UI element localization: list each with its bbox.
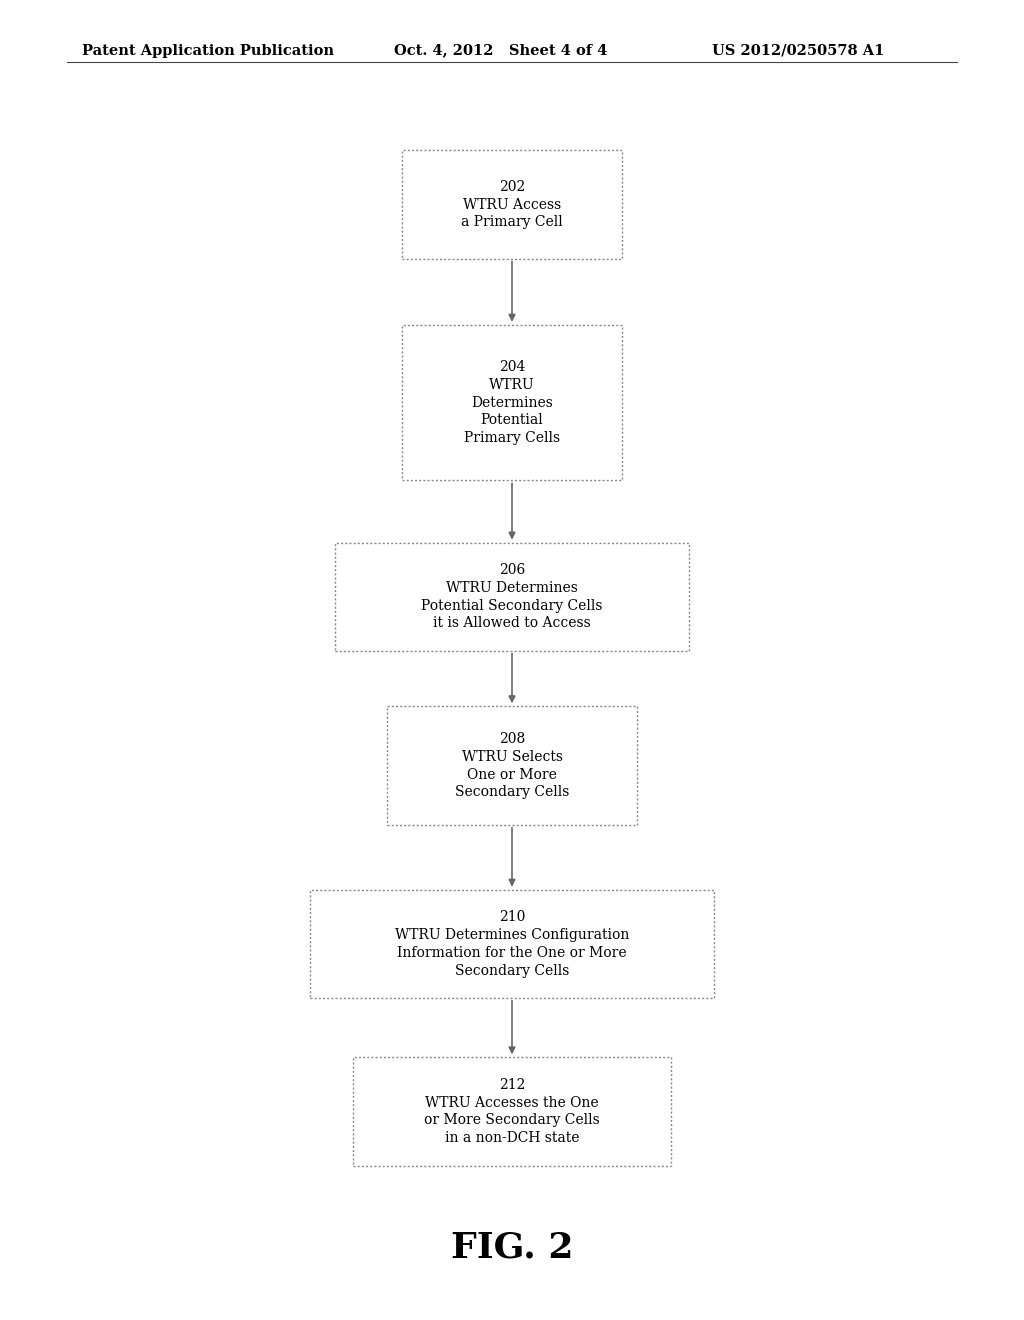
Text: 210
WTRU Determines Configuration
Information for the One or More
Secondary Cell: 210 WTRU Determines Configuration Inform… xyxy=(395,909,629,978)
Text: Oct. 4, 2012   Sheet 4 of 4: Oct. 4, 2012 Sheet 4 of 4 xyxy=(394,44,607,58)
Text: US 2012/0250578 A1: US 2012/0250578 A1 xyxy=(712,44,884,58)
Text: 208
WTRU Selects
One or More
Secondary Cells: 208 WTRU Selects One or More Secondary C… xyxy=(455,731,569,800)
Bar xyxy=(401,325,623,480)
Bar xyxy=(336,543,688,651)
Text: FIG. 2: FIG. 2 xyxy=(451,1230,573,1265)
Text: 202
WTRU Access
a Primary Cell: 202 WTRU Access a Primary Cell xyxy=(461,180,563,230)
Bar xyxy=(309,890,715,998)
Bar xyxy=(387,706,637,825)
Text: 212
WTRU Accesses the One
or More Secondary Cells
in a non-DCH state: 212 WTRU Accesses the One or More Second… xyxy=(424,1077,600,1146)
Text: 204
WTRU
Determines
Potential
Primary Cells: 204 WTRU Determines Potential Primary Ce… xyxy=(464,360,560,445)
Bar xyxy=(401,150,623,259)
Text: Patent Application Publication: Patent Application Publication xyxy=(82,44,334,58)
Text: 206
WTRU Determines
Potential Secondary Cells
it is Allowed to Access: 206 WTRU Determines Potential Secondary … xyxy=(421,562,603,631)
Bar xyxy=(353,1057,671,1166)
